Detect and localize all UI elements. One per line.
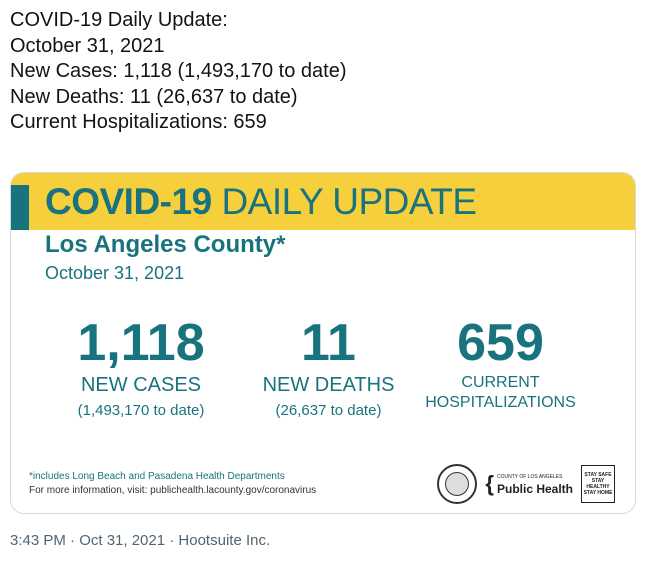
tweet-line: October 31, 2021 (10, 34, 165, 57)
card-date: October 31, 2021 (45, 263, 185, 283)
county-seal-icon (437, 464, 478, 504)
public-health-mark-icon: { (485, 471, 494, 496)
stat-number: 11 (301, 314, 356, 372)
stat-number: 659 (457, 314, 544, 372)
more-info: For more information, visit: publichealt… (29, 485, 317, 496)
stat-label: NEW DEATHS (262, 374, 395, 396)
public-health-logo: { COUNTY OF LOS ANGELES Public Health (485, 471, 573, 497)
card-title-rest: DAILY UPDATE (221, 181, 477, 222)
card-title: COVID-19 DAILY UPDATE (45, 181, 477, 223)
footnote: *includes Long Beach and Pasadena Health… (29, 471, 285, 482)
stat-new-deaths: 11 NEW DEATHS (26,637 to date) (246, 313, 411, 423)
logos: { COUNTY OF LOS ANGELES Public Health ST… (437, 464, 615, 504)
stat-label-line2: HOSPITALIZATIONS (425, 394, 576, 411)
tweet-line: New Cases: 1,118 (1,493,170 to date) (10, 60, 347, 82)
banner: COVID-19 DAILY UPDATE (11, 173, 635, 230)
tweet-image-card[interactable]: COVID-19 DAILY UPDATE Los Angeles County… (10, 172, 636, 514)
stat-to-date: (1,493,170 to date) (77, 402, 205, 419)
logo-public-health-text: Public Health (496, 482, 573, 496)
banner-accent (11, 185, 29, 230)
tweet-line: Current Hospitalizations: 659 (10, 111, 267, 133)
badge-line: STAY HOME (583, 490, 613, 496)
tweet-line: New Deaths: 11 (26,637 to date) (10, 85, 298, 108)
stat-to-date: (26,637 to date) (275, 402, 382, 419)
card-title-bold: COVID-19 (45, 181, 212, 222)
stat-number: 1,118 (77, 314, 205, 372)
county-name: Los Angeles County* (45, 231, 286, 258)
tweet-timestamp[interactable]: 3:43 PM · Oct 31, 2021 · Hootsuite Inc. (10, 532, 271, 549)
stat-label-line1: CURRENT (461, 374, 540, 391)
stat-label: NEW CASES (80, 374, 202, 396)
tweet-text: COVID-19 Daily Update: October 31, 2021 … (10, 8, 347, 136)
badge-line: STAY SAFE (584, 472, 612, 478)
badge-line: STAY HEALTHY (586, 478, 610, 490)
tweet-line: COVID-19 Daily Update: (10, 9, 228, 31)
stay-safe-badge: STAY SAFE STAY HEALTHY STAY HOME (581, 465, 615, 503)
stat-hospitalizations: 659 CURRENT HOSPITALIZATIONS (413, 313, 588, 413)
stat-new-cases: 1,118 NEW CASES (1,493,170 to date) (51, 313, 231, 423)
logo-county-text: COUNTY OF LOS ANGELES (496, 474, 563, 480)
